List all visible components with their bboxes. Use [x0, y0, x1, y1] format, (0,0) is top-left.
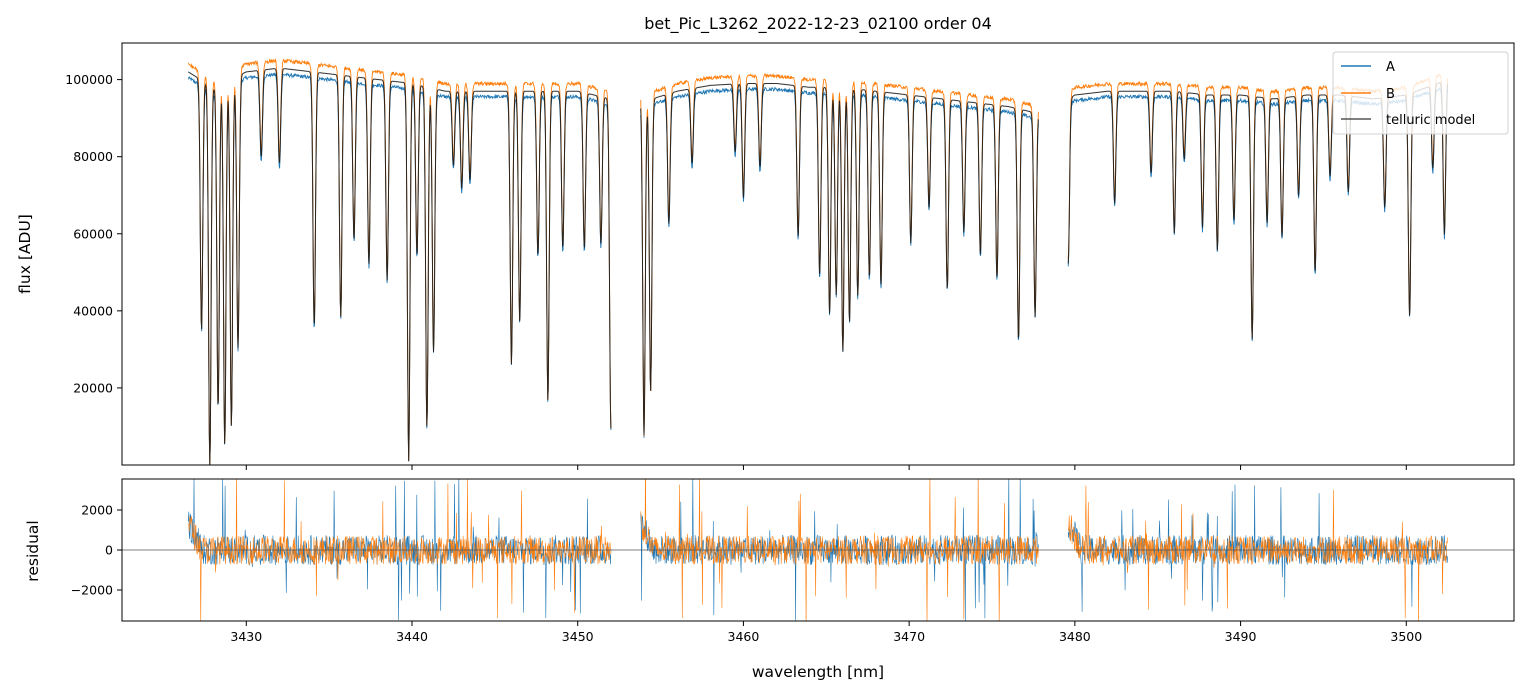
series-telluric-model-segment-2: [1067, 82, 1449, 340]
series-a-segment-2: [1067, 86, 1449, 342]
flux-panel: 20000 40000 60000 80000 100000 flux [ADU] A …: [16, 42, 1515, 470]
legend-label-a: A: [1386, 60, 1395, 75]
series-telluric-model-segment-0: [188, 68, 612, 465]
legend: A B telluric model: [1332, 51, 1509, 135]
y-tick-label: 60000: [73, 226, 113, 241]
x-tick-label: 3480: [1059, 629, 1091, 644]
x-tick-label: 3430: [230, 629, 262, 644]
wavelength-axis-label: wavelength [nm]: [752, 663, 884, 681]
y-tick-label: −2000: [71, 583, 113, 598]
residual-b-segment-0: [188, 479, 612, 621]
y-tick-label: 80000: [73, 149, 113, 164]
x-tick-label: 3490: [1225, 629, 1257, 644]
series-b-segment-1: [640, 73, 1039, 437]
series-a-segment-0: [187, 72, 612, 464]
x-tick-label: 3450: [562, 629, 594, 644]
series-telluric-model-segment-1: [640, 83, 1039, 436]
flux-axis-label: flux [ADU]: [16, 214, 34, 294]
y-tick-label: 40000: [73, 303, 113, 318]
legend-label-b: B: [1386, 87, 1395, 102]
y-tick-label: 0: [105, 543, 113, 558]
residual-axis-label: residual: [24, 520, 42, 581]
y-tick-label: 2000: [81, 503, 113, 518]
x-tick-label: 3460: [728, 629, 760, 644]
residual-a-segment-2: [1067, 484, 1448, 612]
residual-b-segment-1: [640, 479, 1039, 621]
residual-panel: −2000 0 2000 3430 3440 3450 3460 3470 3480 3490 3…: [24, 478, 1515, 681]
x-tick-label: 3470: [893, 629, 925, 644]
x-tick-label: 3440: [396, 629, 428, 644]
residual-b-segment-2: [1067, 485, 1448, 621]
x-tick-label: 3500: [1390, 629, 1422, 644]
legend-label-telluric-model: telluric model: [1386, 113, 1475, 128]
legend-box: [1332, 51, 1509, 135]
series-b-segment-0: [187, 58, 612, 465]
y-tick-label: 100000: [65, 72, 113, 87]
flux-plot-frame: [121, 42, 1515, 466]
chart-title: bet_Pic_L3262_2022-12-23_02100 order 04: [644, 14, 992, 34]
y-tick-label: 20000: [73, 380, 113, 395]
